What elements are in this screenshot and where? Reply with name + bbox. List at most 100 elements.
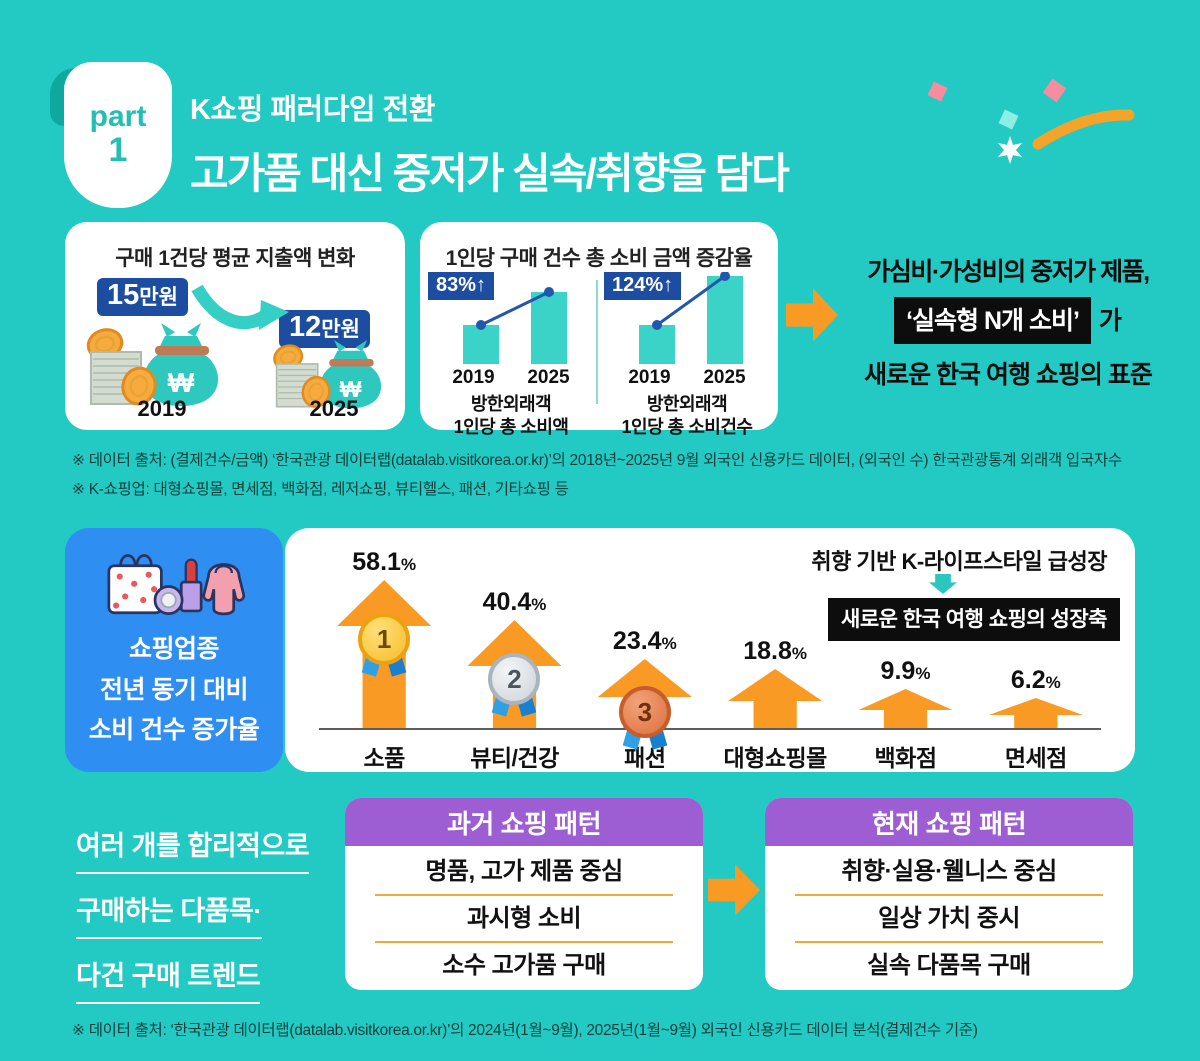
medal-rank-number: 2 [488,653,541,705]
takeaway-line3: 새로운 한국 여행 쇼핑의 표준 [864,361,1153,389]
data-source-notes: ※ 데이터 출처: (결제건수/금액) ‘한국관광 데이터랩(datalab.v… [72,446,1122,505]
takeaway-highlight: ‘실속형 N개 소비’ [894,297,1091,344]
medal-rank-number: 3 [618,686,671,738]
growth-rate-card-title: 1인당 구매 건수 총 소비 금액 증감율 [445,247,753,270]
change-badge: 124%↑ [604,272,682,300]
category-arrow-chart: 58.1% 1 40.4% 2 23.4% 3 18.8% 9.9% 6.2% 소품 뷰티/건강 패… [319,540,1101,773]
sparkle-star-icon [997,136,1023,164]
unit-2025: 만원 [321,318,360,341]
medal-rank-number: 1 [358,613,411,665]
patterns-left-line: 다건 구매 트렌드 [76,954,261,1004]
category-arrow-cell: 40.4% 2 [449,588,579,728]
data-source-note-bottom: ※ 데이터 출처: ‘한국관광 데이터랩(datalab.visitkorea.… [72,1022,978,1039]
present-pattern-title: 현재 쇼핑 패턴 [765,798,1133,846]
present-pattern-body: 취향·실용·웰니스 중심 일상 가치 중시 실속 다품목 구매 [765,846,1133,988]
growth-rate-value: 23.4% [612,627,677,655]
ribbon-scroll: part 1 [64,62,172,208]
mini-chart-caption: 방한외래객 1인당 총 소비건수 [612,393,762,440]
growth-arrow [988,698,1083,728]
pattern-item: 일상 가치 중시 [878,905,1020,932]
value-badge-2025: 12만원 [279,310,370,348]
growth-rate-value: 18.8% [743,637,808,665]
takeaway-line2: ‘실속형 N개 소비’ 가 [828,297,1188,344]
growth-arrow: 2 [467,620,562,728]
header: K쇼핑 패러다임 전환 고가품 대신 중저가 실속/취향을 담다 [190,86,790,201]
divider [795,894,1103,896]
caption-line: 방한외래객 [470,394,552,414]
unit-2019: 만원 [139,286,178,309]
patterns-left-text: 여러 개를 합리적으로 구매하는 다품목· 다건 구매 트렌드 [76,824,310,1019]
category-arrow-cell: 23.4% 3 [580,627,710,750]
growth-arrow: 1 [337,580,432,728]
confetti-diamond-icon [1042,78,1067,103]
category-growth-chart-card: 취향 기반 K-라이프스타일 급성장 새로운 한국 여행 쇼핑의 성장축 58.… [285,528,1135,772]
confetti-diamond-icon [998,109,1019,130]
mini-chart-years: 2019 2025 [612,367,762,389]
category-arrow-cell: 58.1% 1 [319,548,449,728]
category-label: 뷰티/건강 [470,745,559,771]
rank-medal-1: 1 [358,613,411,677]
year-tick: 2019 [628,367,671,388]
mini-chart-years: 2019 2025 [436,367,586,389]
divider [375,941,673,943]
takeaway-text: 가심비·가성비의 중저가 제품, ‘실속형 N개 소비’ 가 새로운 한국 여행 … [828,252,1188,391]
category-label: 백화점 [874,745,937,771]
year-tick: 2019 [452,367,495,388]
money-bag-illustration: ₩ [273,340,382,409]
swoosh-stroke-icon [1032,109,1135,150]
pattern-item: 취향·실용·웰니스 중심 [841,858,1057,885]
divider [375,894,673,896]
past-pattern-card: 과거 쇼핑 패턴 명품, 고가 제품 중심 과시형 소비 소수 고가품 구매 [345,798,703,990]
side-panel-text: 쇼핑업종 전년 동기 대비 소비 건수 증가율 [65,629,283,751]
change-badge: 83%↑ [428,272,495,300]
mini-chart-plot: 124%↑ [604,271,762,364]
growth-rate-value: 9.9% [880,657,931,685]
year-tick: 2025 [527,367,570,388]
divider [795,941,1103,943]
header-subtitle: K쇼핑 패러다임 전환 [190,94,435,126]
shopping-items-illustration [107,554,246,616]
caption-line: 1인당 총 소비건수 [621,417,753,438]
category-arrow-cell: 9.9% [840,657,970,728]
growth-arrow [728,669,823,728]
growth-rate-card: 1인당 구매 건수 총 소비 금액 증감율 83%↑ 2019 2025 방한외… [420,222,778,437]
past-pattern-title: 과거 쇼핑 패턴 [345,798,703,846]
arrow-chart-bars: 58.1% 1 40.4% 2 23.4% 3 18.8% 9.9% 6.2% [319,540,1101,750]
present-pattern-card: 현재 쇼핑 패턴 취향·실용·웰니스 중심 일상 가치 중시 실속 다품목 구매 [765,798,1133,990]
money-bag-illustration: ₩ [86,323,219,406]
source-note-line: ※ K-쇼핑업: 대형쇼핑몰, 면세점, 백화점, 레저쇼핑, 뷰티헬스, 패션… [72,481,569,499]
chart-baseline [319,728,1101,730]
side-panel-line: 전년 동기 대비 [100,675,248,704]
patterns-left-line: 여러 개를 합리적으로 [76,824,310,874]
takeaway-suffix: 가 [1098,307,1122,335]
patterns-left-line: 구매하는 다품목· [76,889,262,939]
avg-spending-card-title: 구매 1건당 평균 지출액 변화 [115,247,355,270]
up-arrow-bar [728,669,823,728]
right-arrow-icon [708,864,760,916]
category-arrow-cell: 6.2% [971,666,1101,728]
category-label: 면세점 [1004,745,1067,771]
mini-chart-caption: 방한외래객 1인당 총 소비액 [436,393,586,440]
year-tick: 2025 [703,367,746,388]
caption-line: 방한외래객 [646,394,728,414]
source-note-line: ※ 데이터 출처: (결제건수/금액) ‘한국관광 데이터랩(datalab.v… [72,452,1122,469]
category-growth-side-panel: 쇼핑업종 전년 동기 대비 소비 건수 증가율 [65,528,283,772]
part-number: 1 [108,131,128,170]
chart-annotation: 취향 기반 K-라이프스타일 급성장 [811,549,1107,574]
pattern-item: 소수 고가품 구매 [442,952,606,979]
growth-arrow [858,689,953,728]
takeaway-line1: 가심비·가성비의 중저가 제품, [867,258,1150,286]
svg-text:₩: ₩ [168,367,195,398]
growth-rate-value: 6.2% [1010,666,1061,694]
category-label: 패션 [624,745,666,771]
mini-chart-plot: 83%↑ [428,272,586,364]
rank-medal-2: 2 [488,653,541,717]
past-pattern-body: 명품, 고가 제품 중심 과시형 소비 소수 고가품 구매 [345,846,703,988]
value-badge-2019: 15만원 [97,278,188,316]
decrease-curved-arrow-icon [191,284,289,330]
rank-medal-3: 3 [618,686,671,750]
category-arrow-cell: 18.8% [710,637,840,728]
part-ribbon-badge: part 1 [50,62,172,208]
pattern-item: 명품, 고가 제품 중심 [425,858,623,885]
